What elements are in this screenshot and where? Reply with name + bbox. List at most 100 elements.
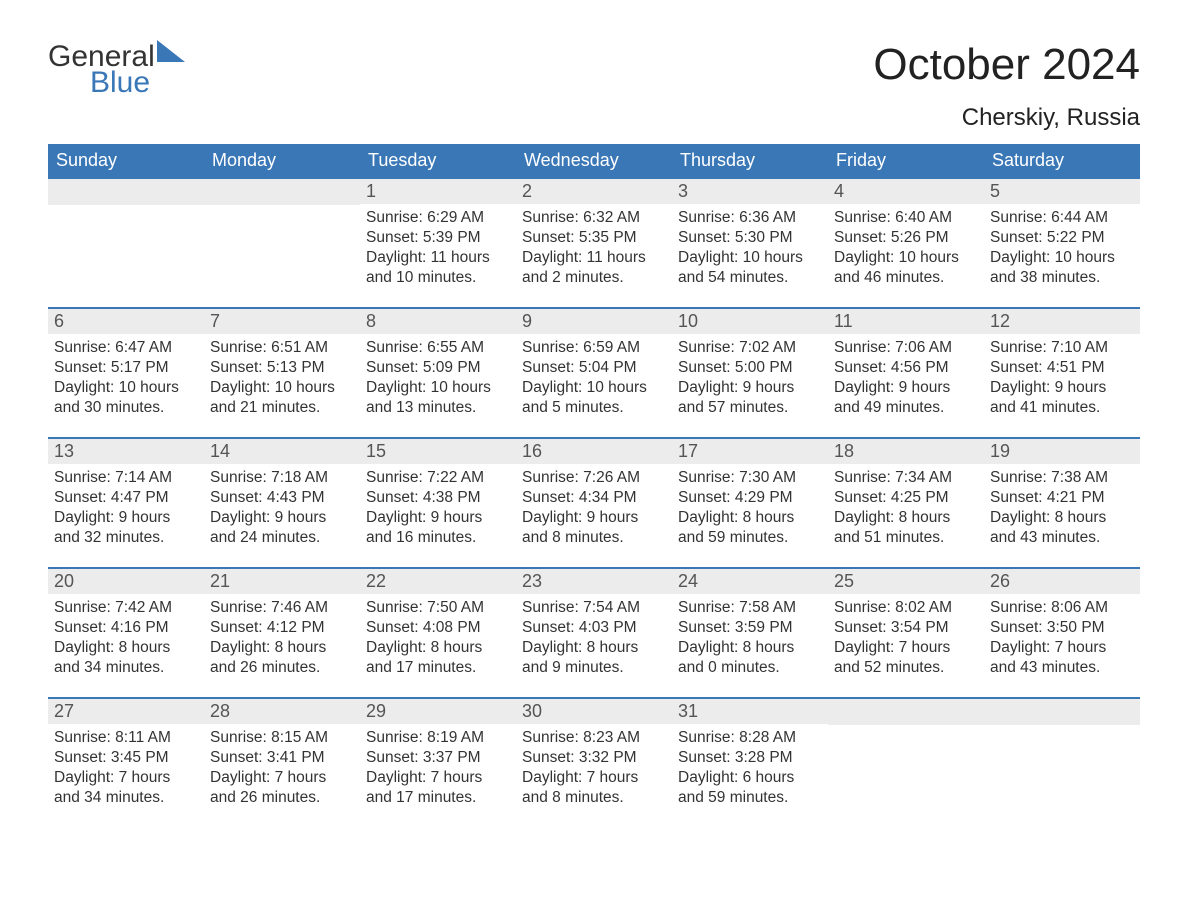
daylight-line: Daylight: 10 hours and 54 minutes.	[678, 248, 822, 288]
title-block: October 2024 Cherskiy, Russia	[873, 40, 1140, 132]
day-number: 2	[516, 179, 672, 204]
day-cell: 28Sunrise: 8:15 AMSunset: 3:41 PMDayligh…	[204, 699, 360, 827]
sunrise-line: Sunrise: 8:02 AM	[834, 598, 978, 618]
sunset-line: Sunset: 4:16 PM	[54, 618, 198, 638]
day-cell: 26Sunrise: 8:06 AMSunset: 3:50 PMDayligh…	[984, 569, 1140, 697]
day-number: 31	[672, 699, 828, 724]
logo-text-block: General Blue	[48, 40, 185, 100]
logo-triangle-icon	[157, 40, 185, 67]
day-number: 13	[48, 439, 204, 464]
sunset-line: Sunset: 5:30 PM	[678, 228, 822, 248]
day-number: 18	[828, 439, 984, 464]
day-details: Sunrise: 7:06 AMSunset: 4:56 PMDaylight:…	[828, 334, 984, 427]
month-title: October 2024	[873, 40, 1140, 90]
sunrise-line: Sunrise: 6:55 AM	[366, 338, 510, 358]
daylight-line: Daylight: 7 hours and 8 minutes.	[522, 768, 666, 808]
sunrise-line: Sunrise: 7:42 AM	[54, 598, 198, 618]
daylight-line: Daylight: 10 hours and 5 minutes.	[522, 378, 666, 418]
day-cell	[204, 179, 360, 307]
sunrise-line: Sunrise: 6:59 AM	[522, 338, 666, 358]
sunrise-line: Sunrise: 7:34 AM	[834, 468, 978, 488]
daylight-line: Daylight: 7 hours and 52 minutes.	[834, 638, 978, 678]
day-number: 11	[828, 309, 984, 334]
week-row: 27Sunrise: 8:11 AMSunset: 3:45 PMDayligh…	[48, 697, 1140, 827]
day-cell: 22Sunrise: 7:50 AMSunset: 4:08 PMDayligh…	[360, 569, 516, 697]
sunset-line: Sunset: 5:04 PM	[522, 358, 666, 378]
day-details: Sunrise: 7:26 AMSunset: 4:34 PMDaylight:…	[516, 464, 672, 557]
day-details: Sunrise: 6:32 AMSunset: 5:35 PMDaylight:…	[516, 204, 672, 297]
day-cell: 12Sunrise: 7:10 AMSunset: 4:51 PMDayligh…	[984, 309, 1140, 437]
day-number: 9	[516, 309, 672, 334]
sunrise-line: Sunrise: 7:18 AM	[210, 468, 354, 488]
sunset-line: Sunset: 3:41 PM	[210, 748, 354, 768]
logo-word2: Blue	[90, 66, 185, 100]
day-cell: 25 Sunrise: 8:02 AMSunset: 3:54 PMDayligh…	[828, 569, 984, 697]
day-cell: 31Sunrise: 8:28 AMSunset: 3:28 PMDayligh…	[672, 699, 828, 827]
daylight-line: Daylight: 6 hours and 59 minutes.	[678, 768, 822, 808]
empty-day-bar	[48, 179, 204, 205]
day-cell: 20Sunrise: 7:42 AMSunset: 4:16 PMDayligh…	[48, 569, 204, 697]
logo: General Blue	[48, 40, 185, 100]
day-number: 16	[516, 439, 672, 464]
day-cell: 7Sunrise: 6:51 AMSunset: 5:13 PMDaylight…	[204, 309, 360, 437]
day-number: 15	[360, 439, 516, 464]
sunset-line: Sunset: 3:45 PM	[54, 748, 198, 768]
daylight-line: Daylight: 8 hours and 17 minutes.	[366, 638, 510, 678]
day-cell	[828, 699, 984, 827]
daylight-line: Daylight: 8 hours and 0 minutes.	[678, 638, 822, 678]
day-cell: 6Sunrise: 6:47 AMSunset: 5:17 PMDaylight…	[48, 309, 204, 437]
day-cell: 27 Sunrise: 8:11 AMSunset: 3:45 PMDayligh…	[48, 699, 204, 827]
daylight-line: Daylight: 8 hours and 51 minutes.	[834, 508, 978, 548]
sunset-line: Sunset: 3:50 PM	[990, 618, 1134, 638]
day-cell: 3Sunrise: 6:36 AMSunset: 5:30 PMDaylight…	[672, 179, 828, 307]
daylight-line: Daylight: 10 hours and 46 minutes.	[834, 248, 978, 288]
day-cell: 29Sunrise: 8:19 AMSunset: 3:37 PMDayligh…	[360, 699, 516, 827]
daylight-line: Daylight: 8 hours and 43 minutes.	[990, 508, 1134, 548]
sunrise-line: Sunrise: 7:10 AM	[990, 338, 1134, 358]
sunset-line: Sunset: 3:54 PM	[834, 618, 978, 638]
sunset-line: Sunset: 4:21 PM	[990, 488, 1134, 508]
header: General Blue October 2024 Cherskiy, Russ…	[48, 40, 1140, 132]
day-details: Sunrise: 6:55 AMSunset: 5:09 PMDaylight:…	[360, 334, 516, 427]
day-cell: 11Sunrise: 7:06 AMSunset: 4:56 PMDayligh…	[828, 309, 984, 437]
day-number: 24	[672, 569, 828, 594]
week-row: 6Sunrise: 6:47 AMSunset: 5:17 PMDaylight…	[48, 307, 1140, 437]
sunset-line: Sunset: 4:34 PM	[522, 488, 666, 508]
daylight-line: Daylight: 9 hours and 8 minutes.	[522, 508, 666, 548]
day-details: Sunrise: 7:42 AMSunset: 4:16 PMDaylight:…	[48, 594, 204, 687]
daylight-line: Daylight: 10 hours and 38 minutes.	[990, 248, 1134, 288]
day-details: Sunrise: 7:46 AMSunset: 4:12 PMDaylight:…	[204, 594, 360, 687]
sunrise-line: Sunrise: 6:40 AM	[834, 208, 978, 228]
day-number: 3	[672, 179, 828, 204]
daylight-line: Daylight: 10 hours and 13 minutes.	[366, 378, 510, 418]
day-cell: 17Sunrise: 7:30 AMSunset: 4:29 PMDayligh…	[672, 439, 828, 567]
day-details: Sunrise: 7:22 AMSunset: 4:38 PMDaylight:…	[360, 464, 516, 557]
day-number: 27	[48, 699, 204, 724]
sunrise-line: Sunrise: 8:11 AM	[54, 728, 198, 748]
sunset-line: Sunset: 5:00 PM	[678, 358, 822, 378]
sunset-line: Sunset: 4:38 PM	[366, 488, 510, 508]
daylight-line: Daylight: 8 hours and 34 minutes.	[54, 638, 198, 678]
day-cell: 30Sunrise: 8:23 AMSunset: 3:32 PMDayligh…	[516, 699, 672, 827]
day-cell	[984, 699, 1140, 827]
day-cell	[48, 179, 204, 307]
day-number: 29	[360, 699, 516, 724]
weekday-header-row: SundayMondayTuesdayWednesdayThursdayFrid…	[48, 144, 1140, 177]
day-details: Sunrise: 8:28 AMSunset: 3:28 PMDaylight:…	[672, 724, 828, 817]
daylight-line: Daylight: 8 hours and 26 minutes.	[210, 638, 354, 678]
day-cell: 14Sunrise: 7:18 AMSunset: 4:43 PMDayligh…	[204, 439, 360, 567]
week-row: 13Sunrise: 7:14 AMSunset: 4:47 PMDayligh…	[48, 437, 1140, 567]
sunrise-line: Sunrise: 7:58 AM	[678, 598, 822, 618]
sunrise-line: Sunrise: 6:47 AM	[54, 338, 198, 358]
daylight-line: Daylight: 9 hours and 57 minutes.	[678, 378, 822, 418]
sunset-line: Sunset: 4:51 PM	[990, 358, 1134, 378]
day-number: 1	[360, 179, 516, 204]
sunrise-line: Sunrise: 8:23 AM	[522, 728, 666, 748]
sunrise-line: Sunrise: 7:14 AM	[54, 468, 198, 488]
day-number: 23	[516, 569, 672, 594]
sunset-line: Sunset: 3:37 PM	[366, 748, 510, 768]
day-details: Sunrise: 6:51 AMSunset: 5:13 PMDaylight:…	[204, 334, 360, 427]
day-cell: 10Sunrise: 7:02 AMSunset: 5:00 PMDayligh…	[672, 309, 828, 437]
day-number: 25	[828, 569, 984, 594]
daylight-line: Daylight: 7 hours and 34 minutes.	[54, 768, 198, 808]
